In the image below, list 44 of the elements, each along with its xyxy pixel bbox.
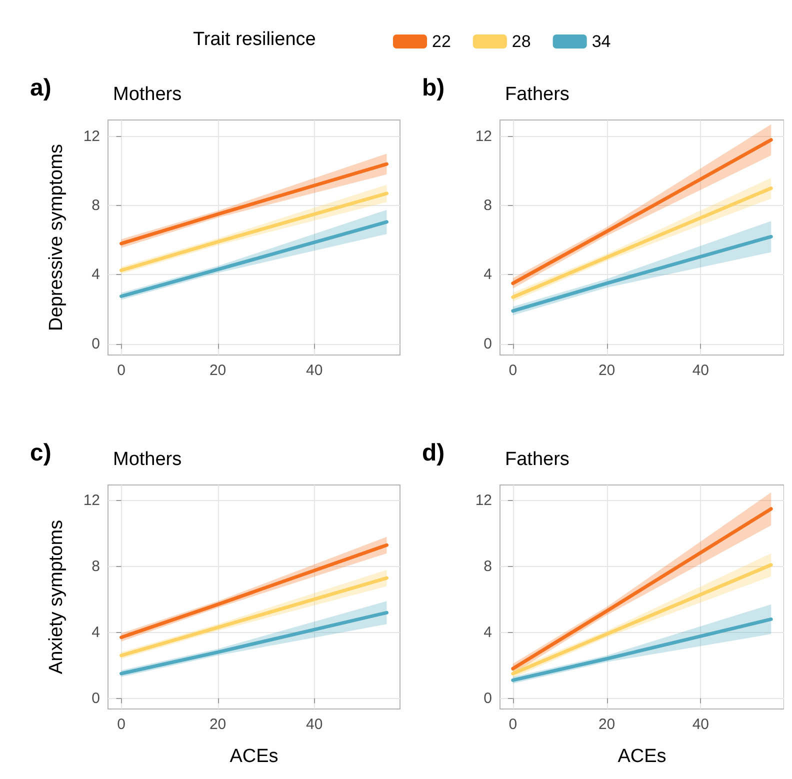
legend-label: 34 xyxy=(592,32,611,51)
y-axis-title: Anxiety symptoms xyxy=(46,520,67,674)
x-tick-label: 40 xyxy=(692,716,710,733)
y-tick-label: 12 xyxy=(83,492,100,510)
x-axis-title: ACEs xyxy=(618,746,666,767)
y-tick-label: 12 xyxy=(83,128,100,145)
x-tick-label: 40 xyxy=(306,716,323,733)
text: b) xyxy=(422,74,445,102)
x-tick-label: 0 xyxy=(508,716,518,733)
text: a) xyxy=(30,74,52,102)
x-tick-label: 20 xyxy=(598,362,616,379)
y-tick-label: 8 xyxy=(484,558,492,576)
x-tick-label: 0 xyxy=(508,362,518,379)
y-tick-label: 4 xyxy=(484,624,492,641)
x-tick-label: 0 xyxy=(117,716,126,733)
text: d) xyxy=(422,440,445,466)
x-tick-label: 20 xyxy=(209,362,226,379)
legend-label: 22 xyxy=(432,32,451,51)
y-axis-title: Depressive symptoms xyxy=(46,144,67,331)
chart-title: Mothers xyxy=(113,84,182,105)
x-tick-label: 40 xyxy=(306,362,323,379)
chart-title: Mothers xyxy=(113,449,182,470)
x-axis-title: ACEs xyxy=(230,746,278,767)
y-tick-label: 0 xyxy=(484,690,492,707)
x-tick-label: 40 xyxy=(692,362,710,379)
legend-title: Trait resilience xyxy=(193,29,316,50)
x-tick-label: 20 xyxy=(598,716,616,733)
y-tick-label: 12 xyxy=(475,492,492,510)
y-tick-label: 4 xyxy=(92,624,100,641)
legend-label: 28 xyxy=(512,32,531,51)
y-tick-label: 0 xyxy=(92,335,100,352)
x-tick-label: 0 xyxy=(117,362,126,379)
chart-title: Fathers xyxy=(505,84,570,105)
y-tick-label: 0 xyxy=(484,335,492,352)
y-tick-label: 4 xyxy=(484,266,492,284)
y-tick-label: 0 xyxy=(92,690,100,707)
x-tick-label: 20 xyxy=(209,716,226,733)
y-tick-label: 4 xyxy=(92,266,100,284)
y-tick-label: 8 xyxy=(484,197,492,214)
chart-title: Fathers xyxy=(505,449,570,470)
text: c) xyxy=(30,440,52,466)
y-tick-label: 12 xyxy=(475,128,492,145)
y-tick-label: 8 xyxy=(92,197,100,214)
y-tick-label: 8 xyxy=(92,558,100,576)
